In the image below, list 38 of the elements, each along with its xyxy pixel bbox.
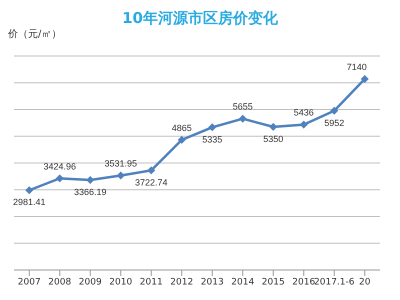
data-label: 7140 <box>346 62 367 72</box>
x-tick-label: 2011 <box>140 277 163 288</box>
x-tick-label: 2017.1-6 <box>314 277 355 288</box>
data-label: 3531.95 <box>104 158 138 169</box>
data-label: 3424.96 <box>43 161 76 172</box>
data-label: 5436 <box>294 108 314 118</box>
data-label: 5655 <box>232 102 253 112</box>
point <box>269 122 278 131</box>
x-tick-label: 2008 <box>48 277 72 288</box>
x-tick-label: 20 <box>359 277 371 288</box>
x-tick-label: 2015 <box>262 277 285 288</box>
point <box>238 114 247 123</box>
y-axis-title: 价（元/㎡） <box>8 28 62 42</box>
data-label: 5335 <box>202 134 222 144</box>
data-label: 5952 <box>324 118 344 128</box>
x-tick-label: 2013 <box>200 277 224 288</box>
point <box>300 120 308 129</box>
point <box>330 106 338 115</box>
point <box>25 186 34 194</box>
point <box>86 176 94 184</box>
data-label: 5350 <box>263 134 284 144</box>
data-label: 3366.19 <box>74 186 107 197</box>
data-label: 4865 <box>172 122 192 133</box>
x-tick-label: 2010 <box>109 277 132 288</box>
point <box>147 166 156 174</box>
point <box>56 174 64 182</box>
data-label: 3722.74 <box>134 177 168 188</box>
x-tick-label: 2012 <box>170 277 194 288</box>
chart-title: 10年河源市区房价变化 <box>121 8 279 28</box>
x-tick-label: 2009 <box>78 277 102 288</box>
x-tick-label: 2014 <box>231 277 254 288</box>
data-label: 2981.41 <box>12 197 46 208</box>
x-tick-label: 2007 <box>18 277 41 288</box>
point <box>360 75 369 84</box>
point <box>116 172 125 180</box>
x-tick-label: 2016 <box>292 277 316 288</box>
point <box>208 123 216 132</box>
point <box>178 136 186 144</box>
